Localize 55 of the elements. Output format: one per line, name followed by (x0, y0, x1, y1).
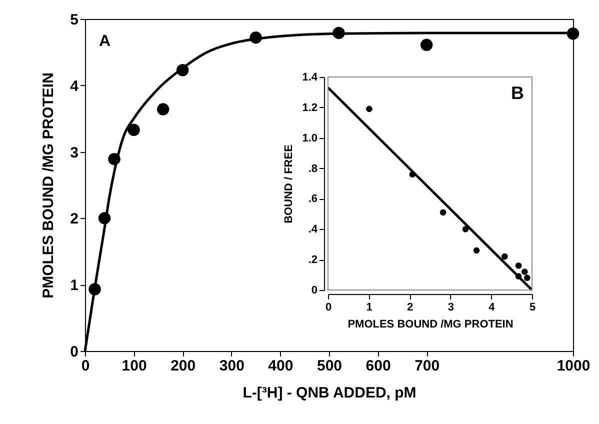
annotation: A (99, 33, 111, 50)
y-tick-label: 4 (70, 78, 80, 95)
x-tick-label: 400 (268, 358, 294, 374)
point (502, 253, 508, 260)
x-tick-label: 0 (325, 302, 332, 314)
x-tick-label: 3 (448, 302, 454, 314)
y-tick-label: 1 (70, 277, 78, 294)
x-tick-label: 1000 (556, 358, 590, 374)
y-tick-label: 2 (70, 210, 78, 228)
y-tick-label: 0 (70, 344, 78, 360)
x-tick-label: 1 (366, 302, 372, 314)
point (176, 64, 189, 76)
point (332, 26, 345, 40)
point (521, 268, 528, 275)
x-tick-label: 2 (407, 302, 414, 314)
point (98, 212, 111, 224)
point (420, 38, 433, 52)
point (524, 274, 530, 281)
x-tick-label: 5 (529, 302, 536, 314)
x-tick-label: 600 (366, 358, 391, 374)
point (566, 27, 580, 40)
x-axis-title: PMOLES BOUND /MG PROTEIN (348, 318, 514, 330)
y-tick-label: 5 (70, 12, 78, 28)
point (156, 103, 170, 116)
point (515, 273, 522, 280)
y-tick-label: .6 (308, 193, 318, 206)
point (462, 226, 469, 232)
y-axis-title: BOUND / FREE (283, 144, 296, 224)
y-tick-label: 1.0 (302, 132, 318, 144)
point (515, 262, 522, 269)
x-tick-label: 0 (81, 358, 90, 374)
point (250, 31, 262, 44)
annotation: B (511, 83, 524, 103)
y-tick-label: .8 (308, 162, 318, 175)
y-tick-label: 0 (311, 284, 318, 296)
y-tick-label: .2 (308, 254, 318, 266)
point (108, 152, 120, 166)
x-tick-label: 300 (219, 358, 244, 374)
point (128, 124, 140, 136)
point (440, 209, 446, 216)
y-tick-label: 3 (70, 144, 78, 162)
y-tick-label: .4 (308, 224, 318, 236)
point (88, 283, 101, 296)
y-axis-title: PMOLES BOUND /MG PROTEIN (40, 72, 58, 298)
point (409, 171, 416, 178)
x-tick-label: 700 (414, 358, 440, 374)
x-tick-label: 4 (488, 302, 496, 314)
y-tick-label: 1.4 (302, 72, 318, 84)
y-tick-label: 1.2 (302, 102, 318, 114)
x-axis-title: L-[³H] - QNB ADDED, pM (242, 384, 416, 402)
point (366, 106, 372, 112)
x-tick-label: 200 (170, 358, 196, 374)
x-tick-label: 500 (316, 358, 342, 374)
x-tick-label: 100 (122, 358, 147, 374)
point (473, 247, 480, 254)
